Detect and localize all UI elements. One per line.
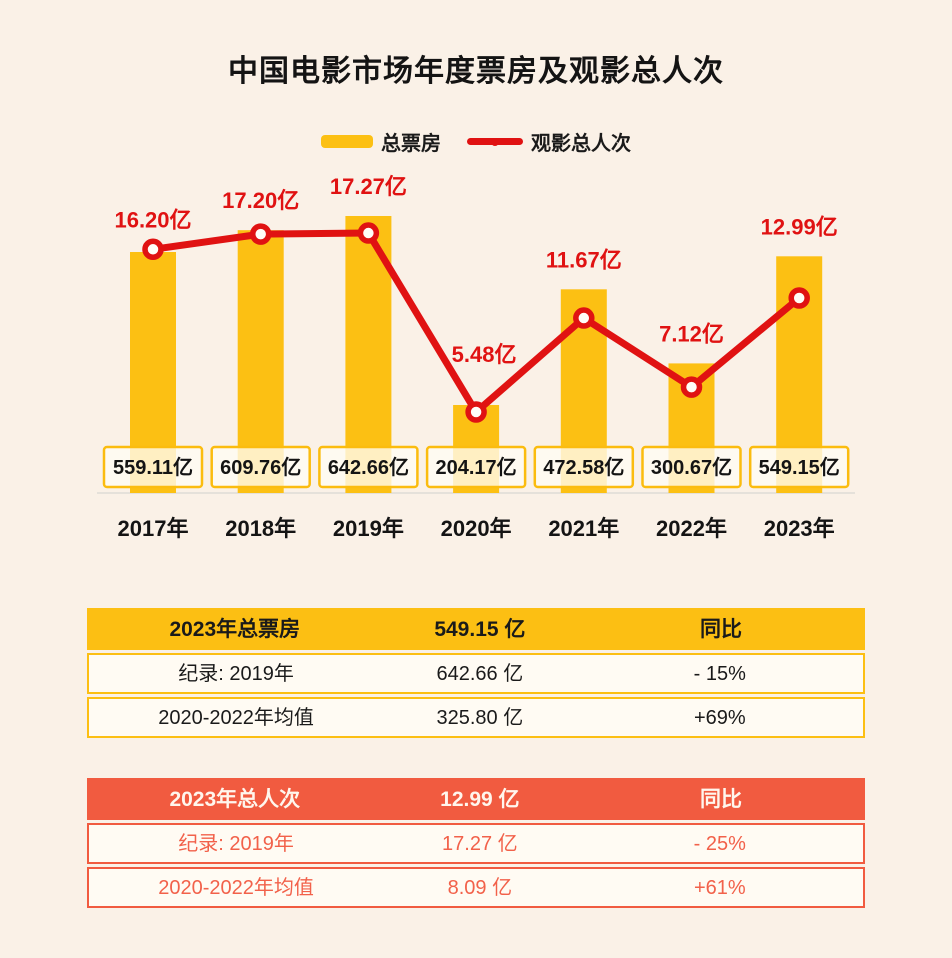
- line-marker: [680, 376, 703, 398]
- x-axis-label: 2023年: [764, 516, 835, 541]
- bar-value-box: [210, 445, 311, 489]
- table-cell: 纪录: 2019年: [178, 832, 294, 855]
- chart-title: 中国电影市场年度票房及观影总人次: [228, 55, 724, 88]
- table-row: 2020-2022年均值 325.80 亿 +69%: [87, 697, 865, 738]
- table-cell: 549.15 亿: [434, 617, 526, 641]
- legend-label-admissions: 观影总人次: [531, 133, 631, 155]
- boxoffice-summary-table: 2023年总票房 549.15 亿 同比纪录: 2019年 642.66 亿 - 15%…: [87, 608, 865, 738]
- legend-label-boxoffice: 总票房: [381, 133, 441, 155]
- line-marker: [788, 287, 810, 309]
- bar-value-box: [102, 445, 204, 489]
- table-cell: +69%: [693, 706, 746, 729]
- line-marker: [249, 223, 272, 245]
- bar-value-label: 609.76亿: [220, 455, 301, 479]
- line-value-label: 17.27亿: [330, 174, 407, 199]
- line-value-label: 16.20亿: [114, 207, 191, 232]
- x-axis-label: 2017年: [118, 516, 189, 541]
- table-cell: +61%: [693, 876, 746, 899]
- bar-value-box: [425, 445, 527, 489]
- chart-legend: 总票房 观影总人次: [0, 127, 952, 156]
- x-axis-label: 2018年: [225, 516, 296, 541]
- x-axis-label: 2020年: [441, 516, 512, 541]
- bar-value-label: 472.58亿: [543, 455, 624, 479]
- bar-value-label: 559.11亿: [113, 455, 193, 479]
- table-row: 纪录: 2019年 17.27 亿 - 25%: [87, 823, 865, 864]
- table-cell: 同比: [700, 617, 743, 641]
- table-cell: 纪录: 2019年: [178, 662, 294, 685]
- bar-value-label: 549.15亿: [759, 455, 840, 479]
- bar-value-box: [748, 445, 850, 489]
- x-axis-label: 2019年: [333, 516, 404, 541]
- line-value-label: 11.67亿: [546, 247, 622, 272]
- line-marker: [573, 307, 595, 329]
- bar-value-label: 300.67亿: [651, 455, 732, 479]
- table-header-row: 2023年总票房 549.15 亿 同比: [87, 608, 865, 650]
- bar-swatch-icon: [321, 135, 373, 148]
- line-value-label: 17.20亿: [222, 188, 299, 213]
- bar-value-box: [318, 445, 419, 489]
- bar-value-label: 642.66亿: [328, 455, 409, 479]
- table-cell: 2023年总人次: [169, 787, 301, 811]
- table-row: 纪录: 2019年 642.66 亿 - 15%: [87, 653, 865, 694]
- line-marker-swatch-icon: [491, 137, 499, 146]
- table-cell: - 25%: [693, 832, 746, 855]
- table-cell: 2023年总票房: [169, 617, 301, 641]
- line-marker: [465, 401, 487, 423]
- table-cell: 17.27 亿: [442, 832, 518, 855]
- line-value-label: 5.48亿: [452, 342, 517, 367]
- table-cell: 12.99 亿: [440, 787, 520, 811]
- legend-item-total-admissions: 观影总人次: [467, 127, 631, 156]
- bar-value-box: [641, 445, 742, 489]
- table-row: 2020-2022年均值 8.09 亿 +61%: [87, 867, 865, 908]
- x-axis-label: 2021年: [548, 516, 619, 541]
- line-marker: [357, 222, 380, 244]
- table-cell: - 15%: [693, 662, 746, 685]
- line-value-label: 12.99亿: [761, 214, 838, 239]
- line-value-label: 7.12亿: [659, 321, 724, 346]
- line-swatch-icon: [467, 137, 523, 146]
- admissions-summary-table: 2023年总人次 12.99 亿 同比纪录: 2019年 17.27 亿 - 25% 20…: [87, 778, 865, 908]
- legend-item-total-boxoffice: 总票房: [321, 127, 441, 156]
- bar-value-label: 204.17亿: [436, 455, 517, 479]
- table-cell: 642.66 亿: [436, 662, 524, 685]
- table-cell: 2020-2022年均值: [158, 706, 314, 729]
- table-cell: 325.80 亿: [436, 706, 524, 729]
- table-cell: 8.09 亿: [447, 876, 513, 899]
- table-cell: 2020-2022年均值: [158, 876, 314, 899]
- bar-value-box: [533, 445, 635, 489]
- x-axis-label: 2022年: [656, 516, 727, 541]
- table-header-row: 2023年总人次 12.99 亿 同比: [87, 778, 865, 820]
- line-marker: [142, 238, 164, 261]
- table-cell: 同比: [700, 787, 743, 811]
